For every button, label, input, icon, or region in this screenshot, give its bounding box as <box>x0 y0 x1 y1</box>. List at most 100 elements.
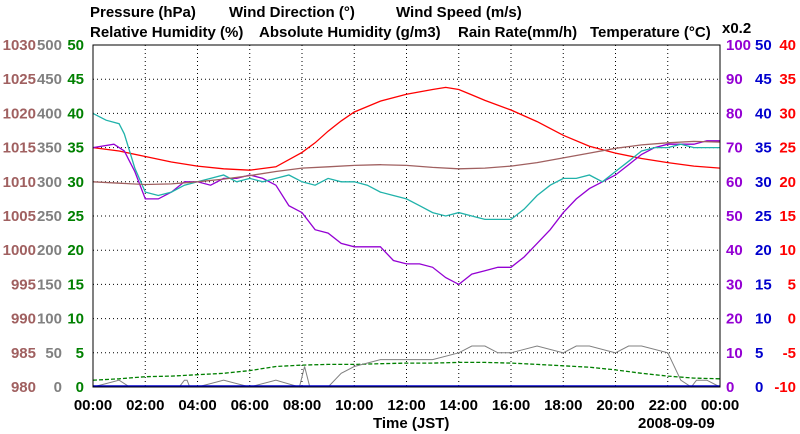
tick-label-temperature: 0 <box>788 311 796 328</box>
tick-label-rain-rate: 5 <box>755 345 763 362</box>
tick-label-wind-direction: 50 <box>45 345 62 362</box>
tick-label-pressure: 985 <box>11 345 36 362</box>
tick-label-temperature: 25 <box>779 140 796 157</box>
legend-temperature: Temperature (°C) <box>590 24 711 41</box>
tick-label-wind-speed: 40 <box>67 105 84 122</box>
tick-label-wind-direction: 150 <box>37 276 62 293</box>
series-line-relative-humidity <box>92 140 720 286</box>
tick-label-wind-direction: 0 <box>54 379 62 396</box>
x-tick-label: 20:00 <box>596 397 634 414</box>
tick-label-rain-rate: 15 <box>755 276 772 293</box>
tick-label-temperature: -5 <box>783 345 796 362</box>
x-tick-label: 08:00 <box>283 397 321 414</box>
tick-label-rain-rate: 0 <box>755 379 763 396</box>
tick-label-relative-humidity: 10 <box>726 345 743 362</box>
tick-label-wind-direction: 100 <box>37 311 62 328</box>
tick-label-relative-humidity: 20 <box>726 311 743 328</box>
x-tick-label: 06:00 <box>231 397 269 414</box>
tick-label-wind-speed: 25 <box>67 208 84 225</box>
tick-label-wind-speed: 10 <box>67 311 84 328</box>
tick-label-pressure: 980 <box>11 379 36 396</box>
tick-label-pressure: 1025 <box>3 71 36 88</box>
x-tick-label: 16:00 <box>492 397 530 414</box>
tick-label-wind-direction: 400 <box>37 105 62 122</box>
tick-label-wind-direction: 250 <box>37 208 62 225</box>
x-tick-label: 02:00 <box>126 397 164 414</box>
tick-label-pressure: 995 <box>11 276 36 293</box>
tick-label-wind-speed: 5 <box>76 345 84 362</box>
tick-label-wind-direction: 300 <box>37 174 62 191</box>
x-tick-label: 14:00 <box>440 397 478 414</box>
x-tick-label: 04:00 <box>178 397 216 414</box>
x-tick-label: 12:00 <box>387 397 425 414</box>
tick-label-relative-humidity: 0 <box>726 379 734 396</box>
tick-label-wind-speed: 35 <box>67 140 84 157</box>
tick-label-temperature: 35 <box>779 71 796 88</box>
tick-label-wind-speed: 15 <box>67 276 84 293</box>
tick-label-temperature: 40 <box>779 37 796 54</box>
tick-label-wind-speed: 20 <box>67 242 84 259</box>
series-line-absolute-humidity <box>92 112 720 221</box>
legend-relative-humidity: Relative Humidity (%) <box>90 24 243 41</box>
tick-label-wind-direction: 200 <box>37 242 62 259</box>
legend-wind-speed: Wind Speed (m/s) <box>396 4 522 21</box>
tick-label-rain-rate: 20 <box>755 242 772 259</box>
tick-label-pressure: 1005 <box>3 208 36 225</box>
series-line-temperature <box>92 86 721 171</box>
tick-label-rain-rate: 35 <box>755 140 772 157</box>
tick-label-relative-humidity: 50 <box>726 208 743 225</box>
chart-date: 2008-09-09 <box>638 415 715 432</box>
grid <box>93 45 720 387</box>
tick-label-relative-humidity: 80 <box>726 105 743 122</box>
tick-label-wind-direction: 450 <box>37 71 62 88</box>
tick-label-relative-humidity: 70 <box>726 140 743 157</box>
tick-label-rain-rate: 30 <box>755 174 772 191</box>
tick-label-pressure: 1030 <box>3 37 36 54</box>
tick-label-temperature: -10 <box>774 379 796 396</box>
tick-label-rain-rate: 10 <box>755 311 772 328</box>
tick-label-rain-rate: 45 <box>755 71 772 88</box>
tick-label-pressure: 1000 <box>3 242 36 259</box>
series-line-pressure <box>92 140 721 186</box>
tick-label-wind-speed: 50 <box>67 37 84 54</box>
tick-label-relative-humidity: 60 <box>726 174 743 191</box>
plot-frame <box>92 44 721 388</box>
tick-label-rain-rate: 25 <box>755 208 772 225</box>
tick-label-temperature: 30 <box>779 105 796 122</box>
x-tick-label: 22:00 <box>649 397 687 414</box>
tick-label-rain-rate: 50 <box>755 37 772 54</box>
tick-label-relative-humidity: 40 <box>726 242 743 259</box>
tick-label-wind-speed: 30 <box>67 174 84 191</box>
tick-label-temperature: 15 <box>779 208 796 225</box>
legend-rain-rate: Rain Rate(mm/h) <box>458 24 577 41</box>
tick-label-relative-humidity: 90 <box>726 71 743 88</box>
tick-label-pressure: 1020 <box>3 105 36 122</box>
series-line-wind-speed <box>92 361 721 381</box>
series-group <box>92 86 721 388</box>
tick-label-pressure: 1015 <box>3 140 36 157</box>
x-axis-label: Time (JST) <box>373 415 449 432</box>
axis-ticks: 1030102510201015101010051000995990985980… <box>3 37 796 396</box>
x-tick-label: 10:00 <box>335 397 373 414</box>
tick-label-temperature: 10 <box>779 242 796 259</box>
series-line-wind-direction <box>92 345 721 388</box>
x-axis-ticks: 00:00 02:00 04:00 06:00 08:00 10:00 12:00 14:00… <box>74 397 739 414</box>
tick-label-pressure: 1010 <box>3 174 36 191</box>
legend-pressure: Pressure (hPa) <box>90 4 196 21</box>
tick-label-relative-humidity: 100 <box>726 37 751 54</box>
legend-wind-direction: Wind Direction (°) <box>229 4 355 21</box>
tick-label-temperature: 20 <box>779 174 796 191</box>
x-tick-label: 00:00 <box>701 397 739 414</box>
tick-label-temperature: 5 <box>788 276 796 293</box>
tick-label-wind-direction: 350 <box>37 140 62 157</box>
tick-label-pressure: 990 <box>11 311 36 328</box>
scale-note: x0.2 <box>722 20 751 37</box>
tick-label-rain-rate: 40 <box>755 105 772 122</box>
x-tick-label: 18:00 <box>544 397 582 414</box>
x-tick-label: 00:00 <box>74 397 112 414</box>
tick-label-wind-direction: 500 <box>37 37 62 54</box>
tick-label-wind-speed: 0 <box>76 379 84 396</box>
tick-label-relative-humidity: 30 <box>726 276 743 293</box>
